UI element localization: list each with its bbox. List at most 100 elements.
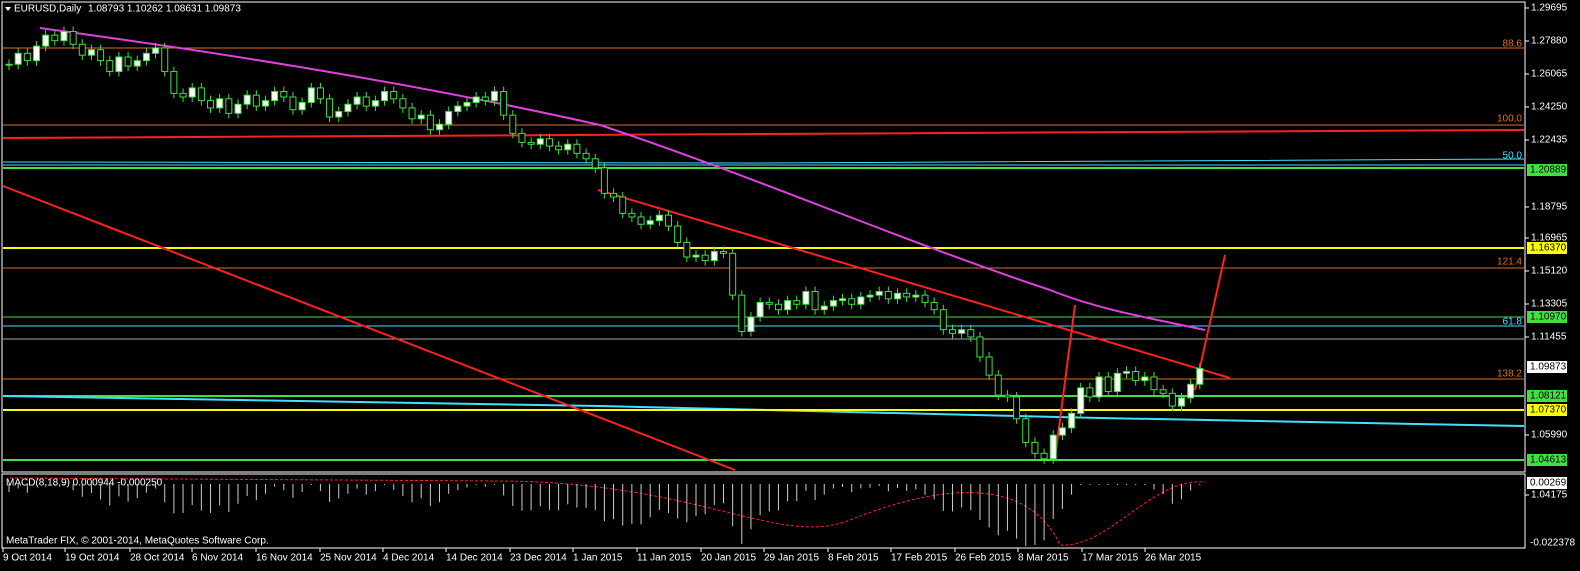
candle <box>1031 441 1039 454</box>
candle <box>417 114 425 120</box>
candle <box>509 114 517 134</box>
candle <box>1058 427 1066 436</box>
candle <box>829 300 837 307</box>
candle <box>463 101 471 107</box>
level-label: 1.04613 <box>1530 455 1567 466</box>
candle <box>106 60 114 73</box>
macd-signal <box>9 477 1206 546</box>
candle <box>1077 387 1085 414</box>
price-label: 1.24250 <box>1531 102 1568 113</box>
cyan-line <box>2 158 1525 164</box>
level-box <box>1527 311 1567 323</box>
candle <box>1013 396 1021 420</box>
candle <box>124 56 132 67</box>
date-label: 19 Oct 2014 <box>65 553 120 564</box>
candle <box>1187 383 1195 399</box>
candle <box>362 96 370 107</box>
date-label: 17 Feb 2015 <box>891 553 948 564</box>
menu-arrow[interactable] <box>5 7 11 11</box>
candle <box>87 49 95 56</box>
candle <box>591 158 599 169</box>
candle <box>335 111 343 118</box>
fib-label: 121.4 <box>1497 257 1522 268</box>
candle <box>756 301 764 318</box>
date-label: 20 Jan 2015 <box>701 553 756 564</box>
candle <box>97 49 105 62</box>
candle <box>426 114 434 131</box>
candle <box>939 309 947 331</box>
macd-axis-top: 0.002692 <box>1530 478 1572 489</box>
level-label: 1.20889 <box>1530 165 1567 176</box>
candle <box>490 91 498 102</box>
candle <box>179 92 187 98</box>
candle <box>857 296 865 305</box>
candle <box>600 167 608 194</box>
candle <box>765 301 773 305</box>
candle <box>481 96 489 102</box>
candle <box>243 94 251 105</box>
candle <box>170 71 178 94</box>
candle <box>454 105 462 113</box>
candle <box>875 291 883 296</box>
candle <box>216 98 224 109</box>
price-label: 1.16965 <box>1531 233 1568 244</box>
candle <box>161 47 169 73</box>
candle <box>289 96 297 111</box>
date-label: 23 Dec 2014 <box>510 553 567 564</box>
level-label: 1.07370 <box>1530 405 1567 416</box>
candle <box>894 292 902 300</box>
fib-label: 50.0 <box>1503 151 1523 162</box>
candle <box>234 103 242 114</box>
candle <box>390 91 398 100</box>
candle <box>848 298 856 305</box>
price-label: 1.05990 <box>1531 430 1568 441</box>
candle <box>133 60 141 67</box>
date-label: 4 Dec 2014 <box>383 553 435 564</box>
date-label: 29 Jan 2015 <box>764 553 819 564</box>
level-label: 1.16370 <box>1530 243 1567 254</box>
candle <box>573 143 581 154</box>
candle <box>958 329 966 334</box>
candle <box>793 300 801 305</box>
candle <box>839 298 847 302</box>
candle <box>884 291 892 300</box>
candle <box>353 96 361 105</box>
level-box <box>1527 404 1567 416</box>
candle <box>252 94 260 107</box>
date-label: 11 Jan 2015 <box>637 553 692 564</box>
date-label: 9 Oct 2014 <box>3 553 52 564</box>
candle <box>445 111 453 125</box>
candle <box>628 212 636 218</box>
level-box <box>1527 390 1567 402</box>
candle <box>701 254 709 262</box>
ohlc: 1.08793 1.10262 1.08631 1.09873 <box>88 4 241 15</box>
price-label: 1.18795 <box>1531 202 1568 213</box>
candle <box>32 45 40 62</box>
candle <box>820 305 828 311</box>
macd-axis-bottom: -0.022378 <box>1530 538 1575 549</box>
date-label: 1 Jan 2015 <box>573 553 623 564</box>
candle <box>1022 418 1030 443</box>
moving-average <box>39 27 1206 331</box>
date-label: 8 Feb 2015 <box>828 553 879 564</box>
candle <box>637 216 645 225</box>
macd-label: MACD(8,18,9) 0.000944 -0.000250 <box>6 478 163 489</box>
candle <box>646 220 654 225</box>
candle <box>527 141 535 145</box>
date-label: 6 Nov 2014 <box>192 553 244 564</box>
level-box <box>1527 361 1567 373</box>
candle <box>1003 394 1011 398</box>
date-label: 14 Dec 2014 <box>446 553 503 564</box>
candle <box>271 91 279 102</box>
candle <box>747 316 755 333</box>
candle <box>115 56 123 73</box>
candle <box>729 252 737 296</box>
candle <box>1095 376 1103 398</box>
candle <box>930 301 938 311</box>
candle <box>472 96 480 103</box>
symbol: EURUSD,Daily <box>14 4 81 15</box>
candle <box>1141 376 1149 382</box>
candle <box>719 251 727 254</box>
